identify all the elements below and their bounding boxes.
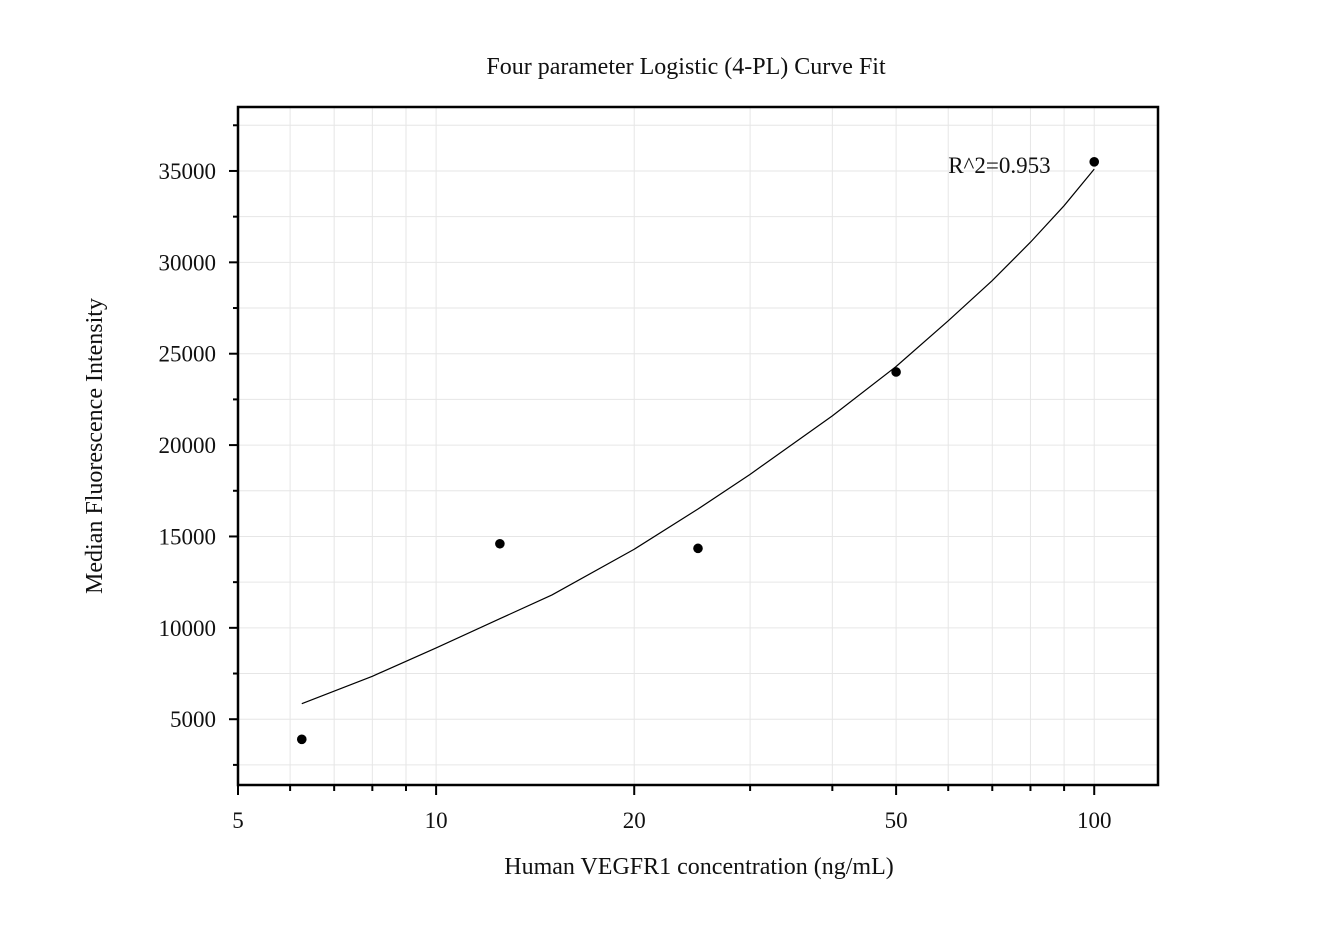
r-squared-annotation: R^2=0.953 <box>948 153 1050 178</box>
fit-curve <box>301 168 1095 705</box>
annotations: R^2=0.953 <box>948 153 1050 178</box>
data-point <box>891 367 901 377</box>
data-point <box>1089 157 1100 167</box>
y-tick-label: 5000 <box>170 707 216 732</box>
grid <box>237 107 1158 785</box>
y-axis: 5000 10000 15000 20000 25000 30000 35000 <box>159 124 238 766</box>
data-point <box>296 734 307 745</box>
y-tick-label: 25000 <box>159 342 217 367</box>
y-tick-label: 20000 <box>159 433 217 458</box>
x-axis: 5 10 20 50 100 <box>232 785 1111 833</box>
y-tick-label: 10000 <box>159 616 217 641</box>
data-point <box>495 538 505 549</box>
chart-title: Four parameter Logistic (4-PL) Curve Fit <box>486 54 886 80</box>
x-axis-label: Human VEGFR1 concentration (ng/mL) <box>504 854 893 880</box>
y-axis-label: Median Fluorescence Intensity <box>82 298 108 594</box>
data-points <box>296 157 1100 745</box>
x-tick-label: 100 <box>1077 808 1112 833</box>
data-point <box>693 543 703 554</box>
plot-frame <box>236 105 1160 787</box>
x-tick-label: 5 <box>232 808 244 833</box>
x-tick-label: 20 <box>623 808 646 833</box>
y-tick-label: 30000 <box>159 250 217 275</box>
x-tick-label: 50 <box>885 808 908 833</box>
y-tick-label: 35000 <box>159 159 217 184</box>
x-tick-label: 10 <box>425 808 448 833</box>
y-tick-label: 15000 <box>159 524 217 549</box>
